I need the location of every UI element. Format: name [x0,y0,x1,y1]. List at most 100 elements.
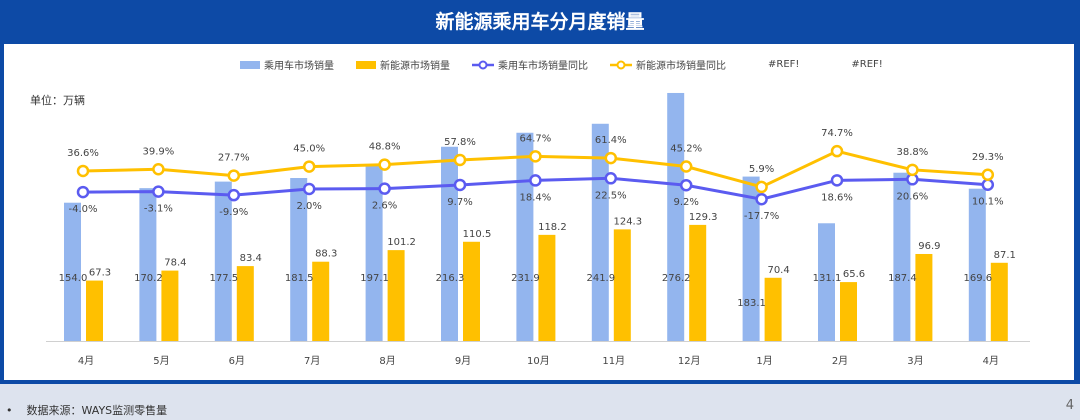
legend-line-icon [472,60,494,69]
legend-line-icon [610,60,632,69]
line-point [604,172,618,185]
bar-nev [312,261,330,341]
line-point [981,168,995,182]
bar-nev [86,280,103,341]
legend: 乘用车市场销量 新能源市场销量 乘用车市场销量同比 新能源市场销量同比 #REF… [240,57,883,72]
bar-nev [538,234,556,341]
data-label: 27.7% [218,153,250,164]
x-tick-label: 4月 [983,355,999,367]
data-label: 18.4% [520,192,552,203]
legend-item: 新能源市场销量同比 [610,57,726,72]
data-label: 83.4 [240,253,262,264]
data-label: 10.1% [972,197,1004,208]
line-point [227,169,241,182]
line-point [152,185,165,198]
line-point [453,153,467,167]
data-label: 18.6% [821,192,853,203]
line-point [830,144,844,158]
legend-label: 乘用车市场销量 [264,61,334,72]
source-note: • 数据来源：WAYS监测零售量 [6,402,167,418]
bar-passenger [365,164,383,341]
data-label: 231.9 [511,273,540,284]
data-label: 154.0 [59,273,88,284]
x-tick-label: 9月 [455,355,471,367]
bar-nev [236,266,254,341]
legend-swatch-icon [240,60,260,69]
legend-swatch-icon [356,60,376,69]
x-tick-label: 6月 [229,355,245,367]
chart: 4月 5月 6月 7月 8月 9月 10月 11月 12月 1月 2月 3月 4月 154.0 67.3 36… [46,92,1030,367]
data-label: 29.3% [972,152,1004,163]
legend-label: #REF! [851,59,883,70]
line-point [755,180,768,194]
data-label: 101.2 [387,237,416,248]
legend-item: 乘用车市场销量同比 [472,57,588,72]
line-point [604,151,618,165]
data-label: 129.3 [689,212,718,223]
bar-passenger [139,188,157,341]
data-label: 170.2 [134,273,163,284]
legend-item: #REF! [768,59,799,70]
line-point [906,163,919,177]
bar-passenger [290,178,308,341]
data-label: 61.4% [595,135,627,146]
legend-item: #REF! [851,59,882,70]
bar-nev [689,224,707,341]
line-point [830,174,844,187]
x-tick-label: 5月 [153,355,169,367]
data-label: 39.9% [143,146,175,157]
line-point [76,185,90,199]
line-point [152,163,165,176]
data-label: 20.6% [897,191,929,202]
bar-nev [387,250,405,341]
data-label: 88.3 [315,249,337,260]
data-label: 38.8% [897,147,929,158]
bar-passenger [818,223,835,341]
data-label: 276.2 [662,273,691,284]
data-label: 216.3 [436,273,465,284]
data-label: 45.2% [670,143,702,154]
data-label: -17.7% [744,211,779,222]
legend-label: 新能源市场销量 [380,61,450,72]
x-tick-label: 11月 [602,355,625,367]
legend-label: 乘用车市场销量同比 [498,61,588,72]
data-label: 96.9 [918,241,940,252]
x-tick-label: 4月 [78,355,94,367]
data-label: 22.5% [595,190,627,201]
data-label: 187.4 [888,273,917,284]
data-label: 2.6% [372,201,397,212]
data-label: 48.8% [369,142,401,153]
bar-passenger [214,181,232,341]
legend-item: 新能源市场销量 [356,57,450,72]
legend-label: #REF! [768,59,800,70]
line-point [302,182,316,196]
x-tick-label: 10月 [527,355,550,367]
data-label: 67.3 [89,268,111,279]
bar-passenger [893,172,911,341]
bar-nev [764,277,782,341]
data-label: 64.7% [520,133,552,144]
bar-nev [915,253,933,341]
bullet: • [6,404,13,417]
x-tick-label: 8月 [379,355,395,367]
line-point [529,174,542,187]
bar-nev [463,241,480,341]
source-text: 数据来源：WAYS监测零售量 [26,404,168,417]
data-label: 177.5 [209,273,238,284]
page-number: 4 [1065,398,1074,413]
data-label: 36.6% [67,148,99,159]
data-label: 110.5 [463,229,492,240]
data-label: 65.6 [843,269,865,280]
data-label: 131.1 [813,273,842,284]
data-label: 5.9% [749,164,774,175]
line-point [76,164,90,178]
bar-passenger [516,132,534,341]
data-label: 74.7% [821,128,853,139]
data-label: 169.6 [963,273,992,284]
line-point [529,150,542,163]
x-tick-label: 2月 [832,355,848,367]
data-label: -4.0% [68,204,97,215]
data-label: 118.2 [538,222,567,233]
data-label: 2.0% [296,201,321,212]
unit-label: 单位：万辆 [30,94,85,107]
